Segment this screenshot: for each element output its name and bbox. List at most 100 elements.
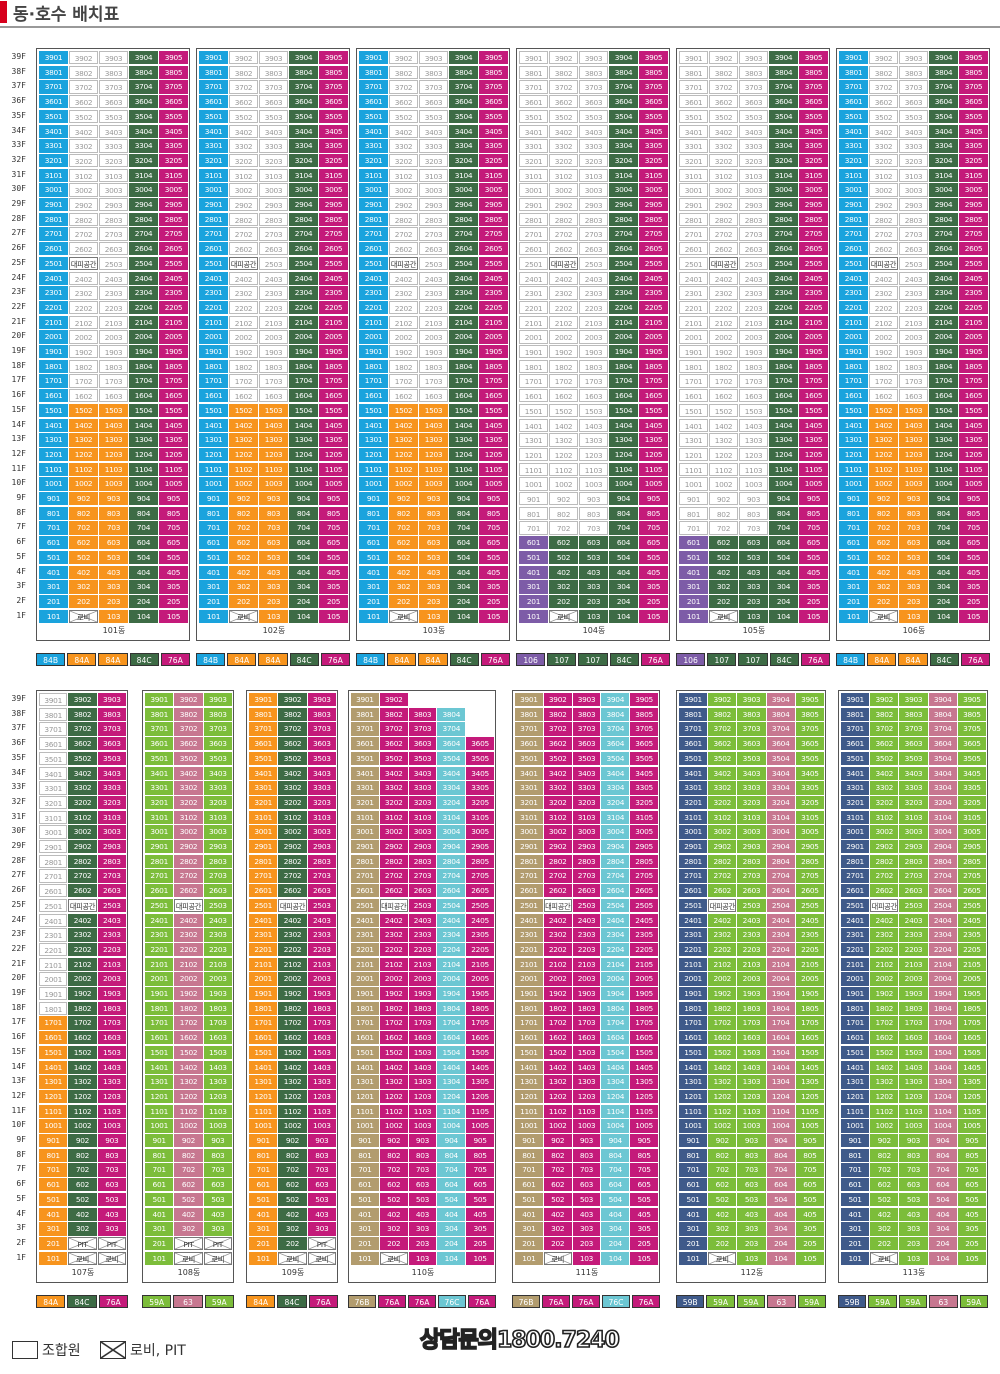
unit-cell: 1701 (249, 1016, 278, 1030)
unit-cell: 3902 (543, 693, 572, 707)
floor-label: 29F (11, 841, 26, 850)
floor-label: 14F (11, 419, 26, 429)
unit-cell: 2004 (766, 972, 795, 986)
unit-cell: 2104 (766, 957, 795, 971)
unit-cell: 803 (307, 1148, 336, 1163)
unit-cell: 402 (870, 1207, 899, 1221)
unit-cell: 2703 (739, 227, 768, 241)
unit-cell: 201 (841, 1236, 870, 1251)
unit-cell: 1002 (869, 477, 898, 491)
unit-cell: 3302 (389, 139, 418, 153)
unit-cell: 1901 (359, 345, 388, 359)
unit-cell: 2404 (766, 913, 795, 927)
unit-cell: 3202 (68, 795, 97, 810)
unit-cell: 2601 (145, 884, 174, 898)
unit-cell: 303 (739, 580, 768, 594)
contact-phone[interactable]: 상담문의1800.7240 (419, 1327, 620, 1354)
unit-cell: 204 (289, 594, 318, 609)
refuge-cell: 대피공간 (278, 898, 307, 913)
building-dong101: 3901 3902 3903 3904 3905 3801 3802 3803 3804 3805… (36, 48, 190, 642)
unit-cell: 2504 (766, 898, 795, 913)
unit-cell: 1003 (737, 1119, 766, 1133)
unit-cell: 802 (708, 1148, 737, 1163)
unit-cell: 2701 (839, 227, 868, 241)
unit-cell: 2002 (69, 330, 98, 344)
unit-cell: 1802 (389, 359, 418, 374)
unit-cell: 1904 (769, 345, 798, 359)
unit-cell: 2102 (870, 957, 899, 971)
unit-cell: 3005 (630, 825, 658, 839)
unit-cell: 3605 (795, 737, 824, 751)
unit-cell: 2803 (737, 854, 766, 869)
unit-cell: 802 (69, 506, 98, 521)
unit-cell: 503 (99, 550, 128, 565)
unit-cell: 3605 (630, 737, 658, 751)
unit-cell: 2101 (39, 957, 68, 971)
unit-cell: 1803 (203, 1001, 232, 1016)
unit-cell: 104 (129, 609, 158, 623)
unit-cell: 2201 (841, 942, 870, 957)
unit-cell: 1903 (97, 987, 126, 1001)
unit-cell: 1401 (359, 418, 388, 432)
unit-cell: 3001 (145, 825, 174, 839)
unit-cell: 1205 (957, 1089, 986, 1104)
unit-cell: 2605 (957, 884, 986, 898)
floor-label: 32F (11, 796, 26, 806)
unit-cell: 3305 (957, 781, 986, 795)
unit-cell: 2302 (174, 928, 203, 942)
unit-cell: 3603 (737, 737, 766, 751)
unit-cell: 2705 (799, 227, 828, 241)
unit-cell: 904 (609, 492, 638, 506)
unit-cell: 501 (519, 550, 548, 565)
unit-cell: 2303 (572, 928, 601, 942)
unit-cell: 2904 (289, 198, 318, 212)
unit-cell: 1901 (39, 345, 68, 359)
unit-cell: 2601 (39, 242, 68, 256)
unit-cell: 1305 (795, 1075, 824, 1089)
unit-cell: 2805 (639, 212, 668, 227)
unit-cell: 3704 (601, 722, 630, 736)
floor-label: 11F (11, 463, 26, 473)
unit-cell: 403 (737, 1207, 766, 1221)
unit-cell: 3503 (739, 109, 768, 124)
unit-cell: 1402 (174, 1060, 203, 1074)
unit-type-badge: 76C (438, 1295, 466, 1309)
unit-cell: 1103 (739, 462, 768, 476)
unit-cell: 2601 (519, 242, 548, 256)
unit-cell: 1303 (572, 1075, 601, 1089)
unit-cell: 1801 (249, 1001, 278, 1016)
unit-cell: 2701 (199, 227, 228, 241)
unit-cell: 2901 (39, 198, 68, 212)
unit-cell: 1901 (145, 987, 174, 1001)
unit-cell: 2403 (408, 913, 437, 927)
lobby-cell: 로비 (709, 609, 738, 623)
unit-cell: 2302 (69, 286, 98, 300)
unit-cell: 3302 (869, 139, 898, 153)
unit-cell: 3802 (68, 707, 97, 722)
unit-cell: 3904 (449, 51, 478, 65)
unit-cell: 2205 (630, 942, 658, 957)
unit-cell: 2905 (957, 840, 986, 854)
unit-cell: 3003 (899, 183, 928, 197)
unit-cell: 302 (709, 580, 738, 594)
unit-cell: 2604 (601, 884, 630, 898)
refuge-cell: 대피공간 (543, 898, 572, 913)
unit-cell: 605 (639, 536, 668, 550)
unit-cell: 803 (899, 1148, 928, 1163)
unit-cell: 2203 (899, 942, 928, 957)
unit-cell: 3405 (159, 124, 188, 138)
unit-cell: 3001 (679, 183, 708, 197)
unit-cell: 1303 (307, 1075, 336, 1089)
unit-cell: 3502 (869, 109, 898, 124)
unit-cell: 2202 (278, 942, 307, 957)
unit-cell: 3502 (870, 751, 899, 766)
unit-cell: 1202 (870, 1089, 899, 1104)
unit-cell: 803 (739, 506, 768, 521)
unit-cell: 1804 (437, 1001, 466, 1016)
unit-cell: 2602 (278, 884, 307, 898)
unit-cell: 2301 (519, 286, 548, 300)
unit-cell: 2402 (68, 913, 97, 927)
unit-cell: 2001 (679, 330, 708, 344)
unit-cell: 3604 (766, 737, 795, 751)
unit-cell: 1405 (479, 418, 508, 432)
